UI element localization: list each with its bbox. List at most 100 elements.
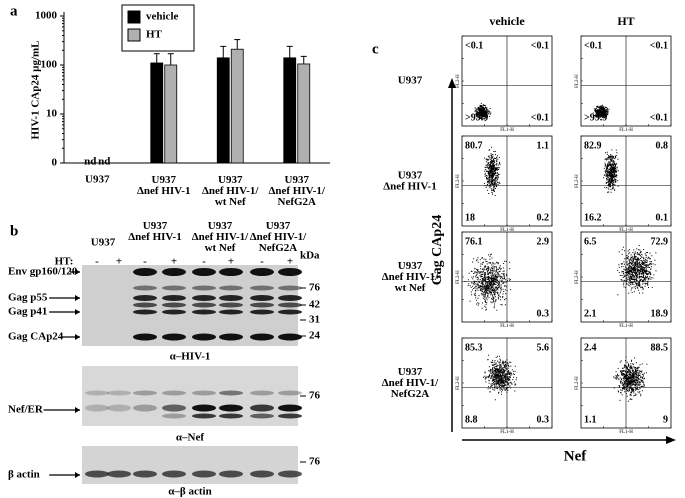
ht-label: HT:: [55, 256, 74, 268]
y-tick-label: 100: [41, 59, 58, 71]
band: [162, 309, 186, 315]
quadrant-value: >99.9: [584, 112, 607, 123]
quadrant-value: 8.8: [465, 414, 478, 425]
band: [192, 413, 216, 419]
value-label: nd: [98, 156, 110, 168]
band-label: Gag p55: [8, 292, 48, 304]
quadrant-value: 0.1: [656, 212, 669, 223]
band-label: Gag p41: [8, 306, 47, 318]
quadrant-value: <0.1: [465, 40, 483, 51]
y-tick-label: 1000: [35, 10, 58, 22]
band: [133, 470, 157, 478]
plot-axis-label: FL1-H: [619, 128, 633, 133]
band: [219, 302, 243, 308]
antibody-label: α–β actin: [168, 486, 211, 498]
band: [162, 413, 186, 419]
y-arrowhead: [448, 78, 456, 88]
bar: [297, 63, 311, 164]
x-arrowhead: [666, 436, 676, 444]
y-axis-label: HIV-1 CAp24 µg/mL: [30, 40, 42, 139]
event-dots: [603, 149, 619, 193]
plot-axis-label: FL2-H: [575, 376, 580, 390]
band: [219, 470, 243, 478]
marker-label: 76: [309, 456, 321, 468]
band: [192, 268, 216, 276]
band: [133, 404, 157, 412]
band: [107, 470, 131, 478]
quadrant-value: <0.1: [531, 112, 549, 123]
band: [133, 309, 157, 315]
band: [133, 333, 157, 341]
plot-axis-label: FL2-H: [575, 174, 580, 188]
kda-label: kDa: [300, 250, 320, 262]
x-tick-label: U937: [85, 174, 110, 186]
band: [192, 404, 216, 412]
bar: [164, 64, 178, 164]
band: [219, 413, 243, 419]
quadrant-value: 9: [663, 414, 668, 425]
band: [107, 404, 131, 412]
quadrant-value: 16.2: [584, 212, 602, 223]
band: [250, 404, 274, 412]
ht-state: -: [143, 256, 147, 268]
band: [162, 470, 186, 478]
band: [278, 268, 302, 276]
x-axis-label: Nef: [564, 448, 587, 464]
band-label: Gag CAp24: [8, 331, 64, 343]
x-tick-label: U937 Δnef HIV-1/wt Nef: [202, 174, 259, 208]
band: [162, 268, 186, 276]
quadrant-value: 72.9: [651, 236, 669, 247]
ht-state: +: [287, 256, 293, 268]
marker-label: 76: [309, 390, 321, 402]
band: [192, 302, 216, 308]
band: [278, 413, 302, 419]
band: [250, 390, 274, 396]
column-label: HT: [617, 14, 634, 28]
legend-swatch: [127, 28, 141, 42]
quadrant-value: 5.6: [537, 342, 550, 353]
quadrant-value: 76.1: [465, 236, 483, 247]
bar: [230, 48, 244, 164]
ht-state: +: [228, 256, 234, 268]
band: [278, 295, 302, 301]
band: [85, 390, 109, 396]
band: [278, 333, 302, 341]
band-arrowhead: [75, 269, 80, 275]
quadrant-value: <0.1: [531, 40, 549, 51]
band: [250, 285, 274, 291]
ht-state: -: [202, 256, 206, 268]
quadrant-value: 0.3: [537, 308, 550, 319]
error-bar: [286, 45, 293, 58]
quadrant-value: 2.9: [537, 236, 550, 247]
band: [278, 404, 302, 412]
y-tick-label: 0: [52, 157, 58, 169]
marker-label: 42: [309, 299, 321, 311]
column-label: vehicle: [489, 14, 525, 28]
band: [133, 268, 157, 276]
event-dots: [474, 102, 492, 121]
band: [192, 470, 216, 478]
event-dots: [617, 245, 657, 296]
quadrant-value: 0.3: [537, 414, 550, 425]
band-label: β actin: [8, 469, 40, 481]
marker-label: 76: [309, 282, 321, 294]
band: [162, 333, 186, 341]
plot-axis-label: FL2-H: [456, 376, 461, 390]
y-tick-label: 10: [46, 108, 58, 120]
bar: [150, 62, 164, 164]
band: [250, 295, 274, 301]
plot-axis-label: FL2-H: [456, 270, 461, 284]
event-dots: [484, 146, 501, 196]
quadrant-value: 82.9: [584, 140, 602, 151]
bar: [283, 57, 297, 164]
band: [162, 404, 186, 412]
band: [192, 285, 216, 291]
blot: [82, 446, 298, 484]
band: [162, 285, 186, 291]
plot-axis-label: FL1-H: [500, 228, 514, 233]
band: [278, 470, 302, 478]
band: [250, 309, 274, 315]
band-arrowhead: [75, 472, 80, 478]
panel-label: a: [10, 3, 18, 19]
